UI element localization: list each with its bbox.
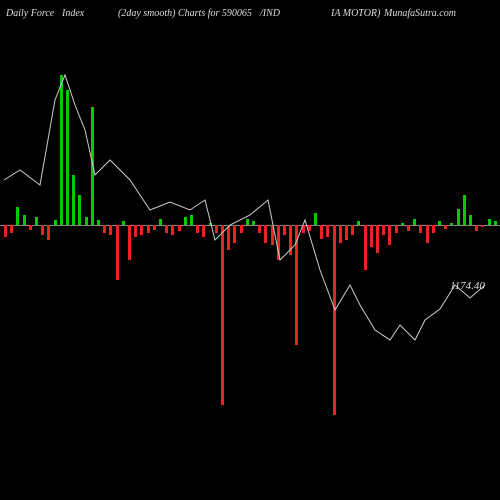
title-label-5: IA MOTOR) [331,8,380,19]
force-index-chart: 1174.40 [0,30,500,490]
title-label-4: /IND [260,8,280,19]
price-line-path [4,75,485,340]
chart-header: Daily Force Index (2day smooth) Charts f… [0,8,500,28]
current-price-label: 1174.40 [450,280,485,292]
price-line-overlay [0,30,500,490]
title-label-3: (2day smooth) Charts for 590065 [118,8,252,19]
title-label-6: MunafaSutra.com [384,8,456,19]
title-label-2: Index [62,8,84,19]
title-label-1: Daily Force [6,8,54,19]
